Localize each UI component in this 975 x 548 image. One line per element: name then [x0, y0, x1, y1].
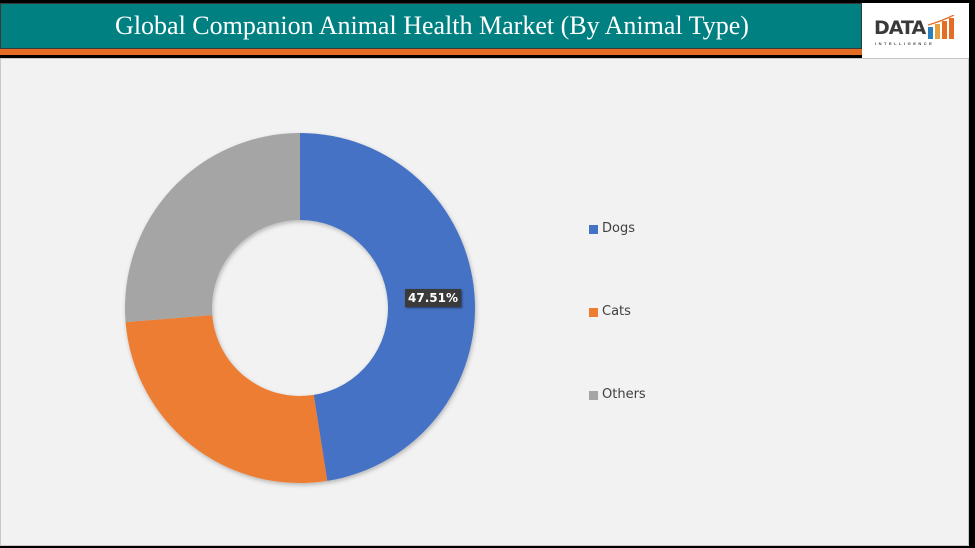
title-banner: Global Companion Animal Health Market (B…: [0, 3, 862, 49]
data-intelligence-logo: DATA INTELLIGENCE: [862, 3, 969, 58]
accent-bar: [0, 49, 862, 55]
cats-swatch-icon: [589, 308, 598, 317]
slice-dogs: [300, 133, 476, 481]
dogs-data-label: 47.51%: [405, 289, 461, 307]
logo-text: DATA: [874, 17, 926, 39]
dogs-swatch-icon: [589, 225, 598, 234]
chart-title: Global Companion Animal Health Market (B…: [115, 11, 749, 40]
slice-cats: [125, 315, 328, 483]
slice-others: [125, 133, 301, 323]
logo-subtext: INTELLIGENCE: [875, 41, 935, 46]
bar-chart-logo-icon: [928, 15, 955, 39]
others-swatch-icon: [589, 391, 598, 400]
